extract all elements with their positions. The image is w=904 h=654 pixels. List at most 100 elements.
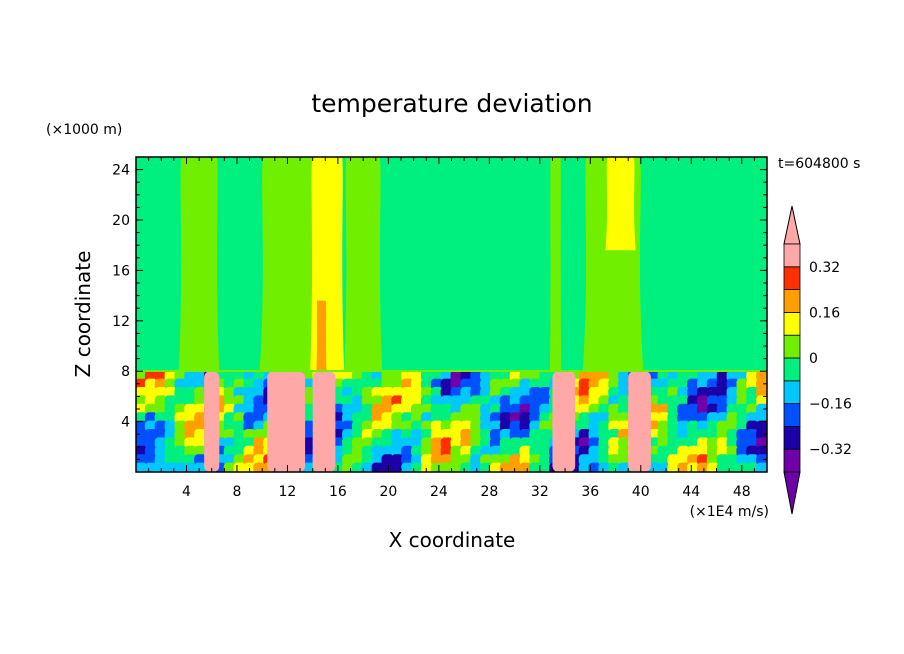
lower-cell [696, 462, 710, 472]
y-tick-label: 4 [121, 415, 130, 431]
y-tick-label: 16 [112, 263, 130, 279]
x-tick-label: 20 [379, 484, 397, 500]
lower-cell [440, 462, 454, 472]
y-unit-label: (×1000 m) [46, 122, 122, 138]
lower-cell [489, 462, 503, 472]
lower-cell [677, 462, 691, 472]
chart-title: temperature deviation [311, 89, 592, 118]
upper-band [316, 300, 327, 372]
lower-cell [342, 462, 355, 472]
lower-cell [450, 462, 464, 472]
upper-band [344, 157, 383, 372]
x-tick-label: 16 [329, 484, 347, 500]
lower-cell [499, 462, 513, 472]
time-label: t=604800 s [778, 156, 860, 172]
lower-cell [687, 462, 700, 472]
lower-cell [667, 462, 681, 472]
lower-cell [194, 462, 208, 472]
lower-cell [539, 462, 553, 472]
lower-cell [253, 462, 267, 472]
upper-background [136, 157, 767, 371]
lower-cell [154, 462, 168, 472]
pink-column [312, 371, 336, 472]
lower-cell [588, 462, 602, 472]
lower-cell [608, 462, 622, 472]
pink-column [267, 371, 306, 472]
colorbar-label: 0 [809, 351, 818, 367]
x-tick-label: 24 [430, 484, 448, 500]
lower-cell [578, 462, 592, 472]
upper-band [549, 157, 562, 372]
x-tick-label: 36 [581, 484, 599, 500]
lower-cell [223, 462, 237, 472]
y-tick-label: 24 [112, 163, 130, 179]
pink-column [204, 371, 220, 472]
colorbar-swatch [783, 289, 801, 313]
colorbar-label: −0.16 [809, 397, 852, 413]
upper-bands [178, 157, 644, 372]
colorbar-over-arrow [783, 205, 801, 245]
colorbar-swatch [783, 357, 801, 382]
lower-cell [401, 462, 415, 472]
y-axis-label: Z coordinate [71, 251, 95, 378]
upper-band [605, 157, 636, 251]
plot-field [136, 157, 767, 472]
lower-cell [470, 462, 484, 472]
x-axis: 4 8 12 16 20 24 28 32 36 40 44 48 [148, 157, 755, 500]
y-tick-label: 20 [112, 213, 130, 229]
colorbar-swatch [783, 266, 801, 290]
colorbar-swatch [783, 448, 801, 473]
x-tick-label: 28 [480, 484, 498, 500]
x-tick-label: 48 [733, 484, 751, 500]
x-unit-label: (×1E4 m/s) [690, 504, 769, 520]
lower-cell [529, 462, 543, 472]
y-tick-label: 12 [112, 314, 130, 330]
upper-band [310, 157, 345, 372]
colorbar-under-arrow [783, 471, 801, 515]
lower-cell [726, 462, 740, 472]
upper-band [259, 157, 318, 372]
x-tick-label: 8 [232, 484, 241, 500]
lower-cell [460, 462, 474, 472]
lower-cell [351, 462, 365, 472]
lower-cell [736, 462, 750, 472]
x-axis-label: X coordinate [389, 528, 516, 552]
lower-cell [657, 462, 671, 472]
x-tick-label: 4 [182, 484, 191, 500]
x-tick-label: 32 [531, 484, 549, 500]
x-tick-label: 44 [682, 484, 700, 500]
lower-cell [184, 462, 198, 472]
lower-cell [519, 462, 533, 472]
upper-band [178, 157, 220, 372]
colorbar-swatch [783, 403, 801, 427]
lower-turbulent-field [136, 371, 767, 472]
lower-cell [430, 462, 444, 472]
lower-cell [756, 462, 767, 472]
y-axis: 4 8 12 16 20 24 [112, 163, 767, 460]
lower-cell [420, 462, 434, 472]
y-tick-label: 8 [121, 364, 130, 380]
lower-cell [332, 462, 346, 472]
lower-cell [144, 462, 158, 472]
lower-cell [647, 462, 661, 472]
pink-column [628, 371, 651, 472]
lower-cell [746, 462, 760, 472]
colorbar-swatch [783, 243, 801, 268]
colorbar-label: −0.32 [809, 442, 852, 458]
lower-cell [509, 462, 523, 472]
lower-cell [243, 462, 257, 472]
colorbar-swatch [783, 425, 801, 450]
colorbar-swatch [783, 334, 801, 359]
lower-cell [716, 462, 730, 472]
lower-cell [174, 462, 188, 472]
colorbar-swatch [783, 311, 801, 336]
lower-cell [371, 462, 385, 472]
colorbar-label: 0.32 [809, 260, 840, 276]
colorbar: 0.32 0.16 0 −0.16 −0.32 [783, 205, 852, 515]
colorbar-swatch [783, 380, 801, 404]
lower-cell [411, 462, 424, 472]
lower-cell [598, 462, 612, 472]
x-tick-label: 12 [279, 484, 297, 500]
pink-column [552, 371, 576, 472]
